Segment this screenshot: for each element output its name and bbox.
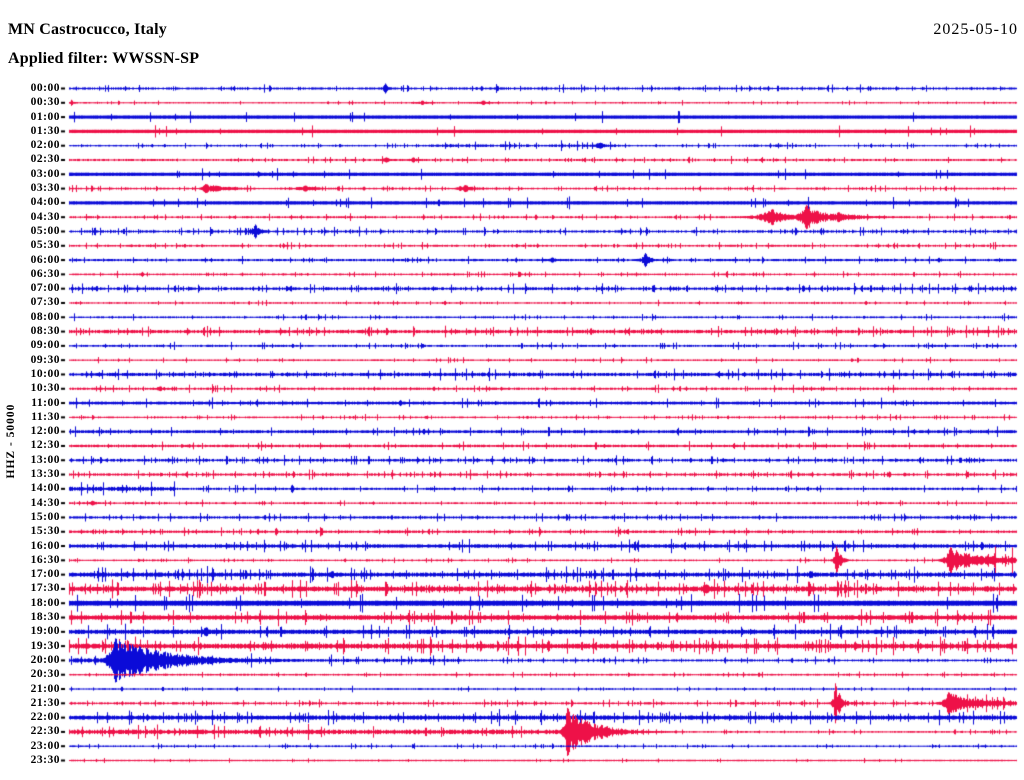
time-label: 22:30 bbox=[30, 725, 60, 738]
time-label: 09:30 bbox=[30, 353, 60, 366]
time-label: 08:30 bbox=[30, 325, 60, 338]
time-label: 05:30 bbox=[30, 239, 60, 252]
time-label: 06:00 bbox=[30, 253, 60, 266]
time-label: 12:00 bbox=[30, 425, 60, 438]
time-label: 21:30 bbox=[30, 696, 60, 709]
time-label: 00:00 bbox=[30, 82, 60, 94]
time-label: 05:00 bbox=[30, 224, 60, 237]
time-label: 07:30 bbox=[30, 296, 60, 309]
time-label: 20:30 bbox=[30, 668, 60, 681]
time-label: 11:30 bbox=[31, 410, 60, 423]
time-label: 15:00 bbox=[30, 510, 60, 523]
time-label: 16:00 bbox=[30, 539, 60, 552]
time-label: 07:00 bbox=[30, 282, 60, 295]
time-label: 17:00 bbox=[30, 568, 60, 581]
time-label: 04:30 bbox=[30, 210, 60, 223]
time-label: 17:30 bbox=[30, 582, 60, 595]
time-label: 19:00 bbox=[30, 625, 60, 638]
time-label: 18:00 bbox=[30, 596, 60, 609]
time-label: 10:30 bbox=[30, 382, 60, 395]
time-label: 23:30 bbox=[30, 754, 60, 766]
time-label: 21:00 bbox=[30, 682, 60, 695]
time-label: 13:00 bbox=[30, 453, 60, 466]
time-label: 15:30 bbox=[30, 525, 60, 538]
time-label: 06:30 bbox=[30, 267, 60, 280]
time-label: 16:30 bbox=[30, 553, 60, 566]
time-label: 14:00 bbox=[30, 482, 60, 495]
time-label: 12:30 bbox=[30, 439, 60, 452]
time-label: 09:00 bbox=[30, 339, 60, 352]
applied-filter-label: Applied filter: WWSSN-SP bbox=[8, 50, 200, 67]
date-label: 2025-05-10 bbox=[933, 21, 1018, 38]
time-label: 22:00 bbox=[30, 711, 60, 724]
time-label: 04:00 bbox=[30, 196, 60, 209]
station-title: MN Castrocucco, Italy bbox=[8, 21, 167, 38]
time-label: 19:30 bbox=[30, 639, 60, 652]
time-label: 02:00 bbox=[30, 139, 60, 152]
time-label: 02:30 bbox=[30, 153, 60, 166]
time-label: 08:00 bbox=[30, 310, 60, 323]
time-label: 01:30 bbox=[30, 124, 60, 137]
time-label: 10:00 bbox=[30, 367, 60, 380]
time-label: 03:00 bbox=[30, 167, 60, 180]
time-label: 03:30 bbox=[30, 182, 60, 195]
time-label: 20:00 bbox=[30, 653, 60, 666]
time-label: 14:30 bbox=[30, 496, 60, 509]
time-label: 13:30 bbox=[30, 468, 60, 481]
time-label: 23:00 bbox=[30, 739, 60, 752]
time-label: 11:00 bbox=[31, 396, 60, 409]
time-label: 01:00 bbox=[30, 110, 60, 123]
time-label: 18:30 bbox=[30, 611, 60, 624]
time-label: 00:30 bbox=[30, 96, 60, 109]
